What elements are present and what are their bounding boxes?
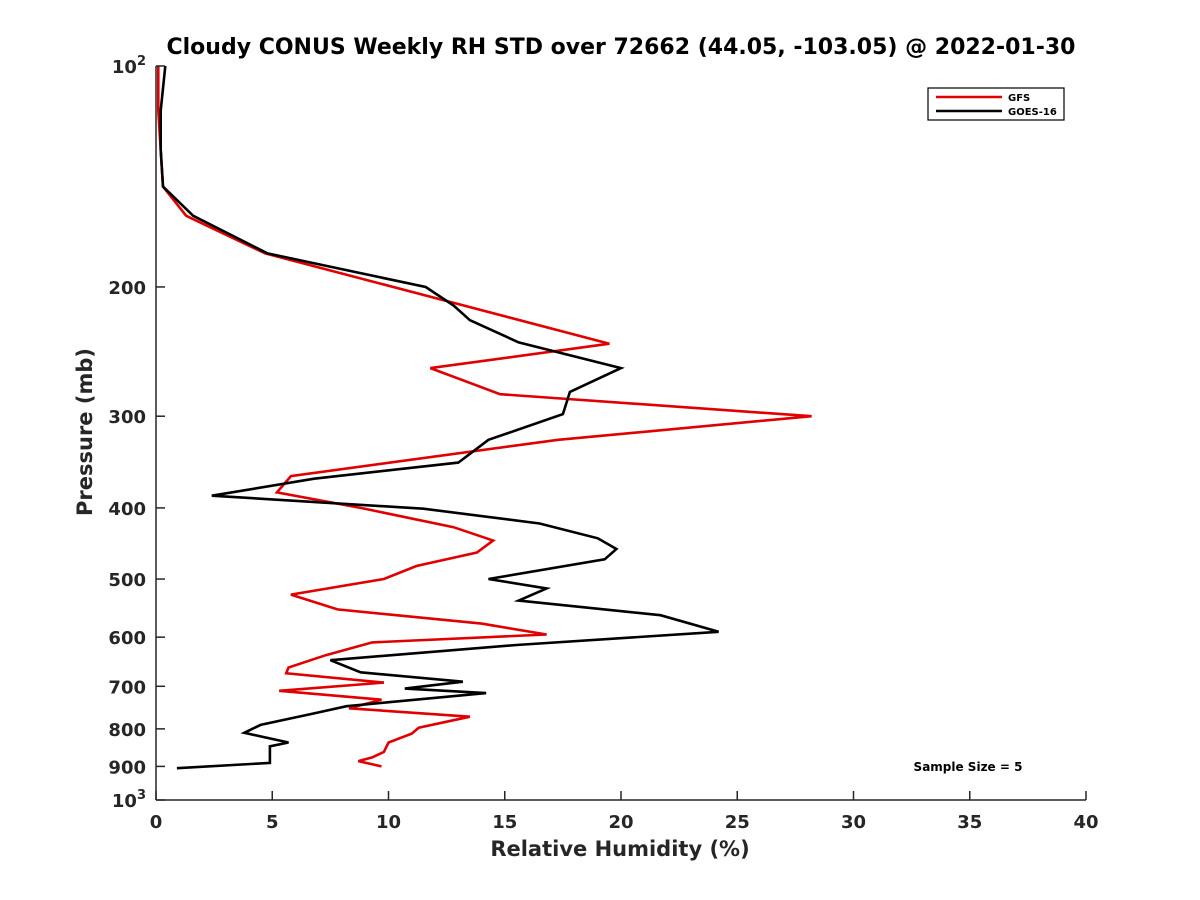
- y-tick-label: 400: [108, 499, 146, 520]
- series-layer: [157, 65, 812, 770]
- x-tick-label: 30: [841, 812, 866, 833]
- chart-title: Cloudy CONUS Weekly RH STD over 72662 (4…: [167, 35, 1076, 60]
- y-tick-label: 700: [108, 677, 146, 698]
- y-tick-label: 300: [108, 407, 146, 428]
- series-line-gfs: [157, 66, 812, 768]
- axes-layer: [155, 65, 1087, 801]
- y-tick-label: 103: [112, 788, 146, 812]
- y-tick-label: 500: [108, 570, 146, 591]
- legend-label-goes16: GOES-16: [1008, 107, 1057, 118]
- x-tick-label: 25: [725, 812, 750, 833]
- sample-size-annotation: Sample Size = 5: [914, 760, 1023, 774]
- x-tick-labels: 0 5 10 15 20 25 30 35 40: [150, 812, 1099, 833]
- x-tick-label: 0: [150, 812, 163, 833]
- x-tick-label: 35: [957, 812, 982, 833]
- x-tick-label: 20: [608, 812, 633, 833]
- legend: GFS GOES-16: [927, 87, 1065, 121]
- y-tick-label: 102: [112, 54, 146, 78]
- y-tick-label: 900: [108, 757, 146, 778]
- x-tick-label: 5: [266, 812, 279, 833]
- y-tick-label: 800: [108, 720, 146, 741]
- series-line-goes-16: [159, 65, 719, 770]
- x-axis-label: Relative Humidity (%): [490, 837, 749, 861]
- y-tick-label: 200: [108, 278, 146, 299]
- x-tick-label: 15: [492, 812, 517, 833]
- y-axis-label: Pressure (mb): [73, 348, 97, 516]
- y-tick-labels: 102 200 300 400 500 600 700 800 900 103: [108, 54, 146, 812]
- y-tick-label: 600: [108, 628, 146, 649]
- legend-box: [927, 87, 1065, 121]
- legend-label-gfs: GFS: [1008, 93, 1030, 104]
- plot-area: [155, 65, 1087, 801]
- x-tick-label: 10: [376, 812, 401, 833]
- x-tick-label: 40: [1073, 812, 1098, 833]
